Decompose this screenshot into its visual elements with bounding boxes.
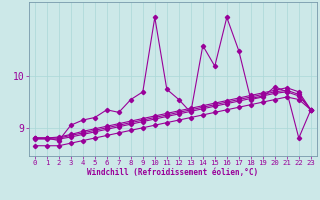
X-axis label: Windchill (Refroidissement éolien,°C): Windchill (Refroidissement éolien,°C) (87, 168, 258, 177)
